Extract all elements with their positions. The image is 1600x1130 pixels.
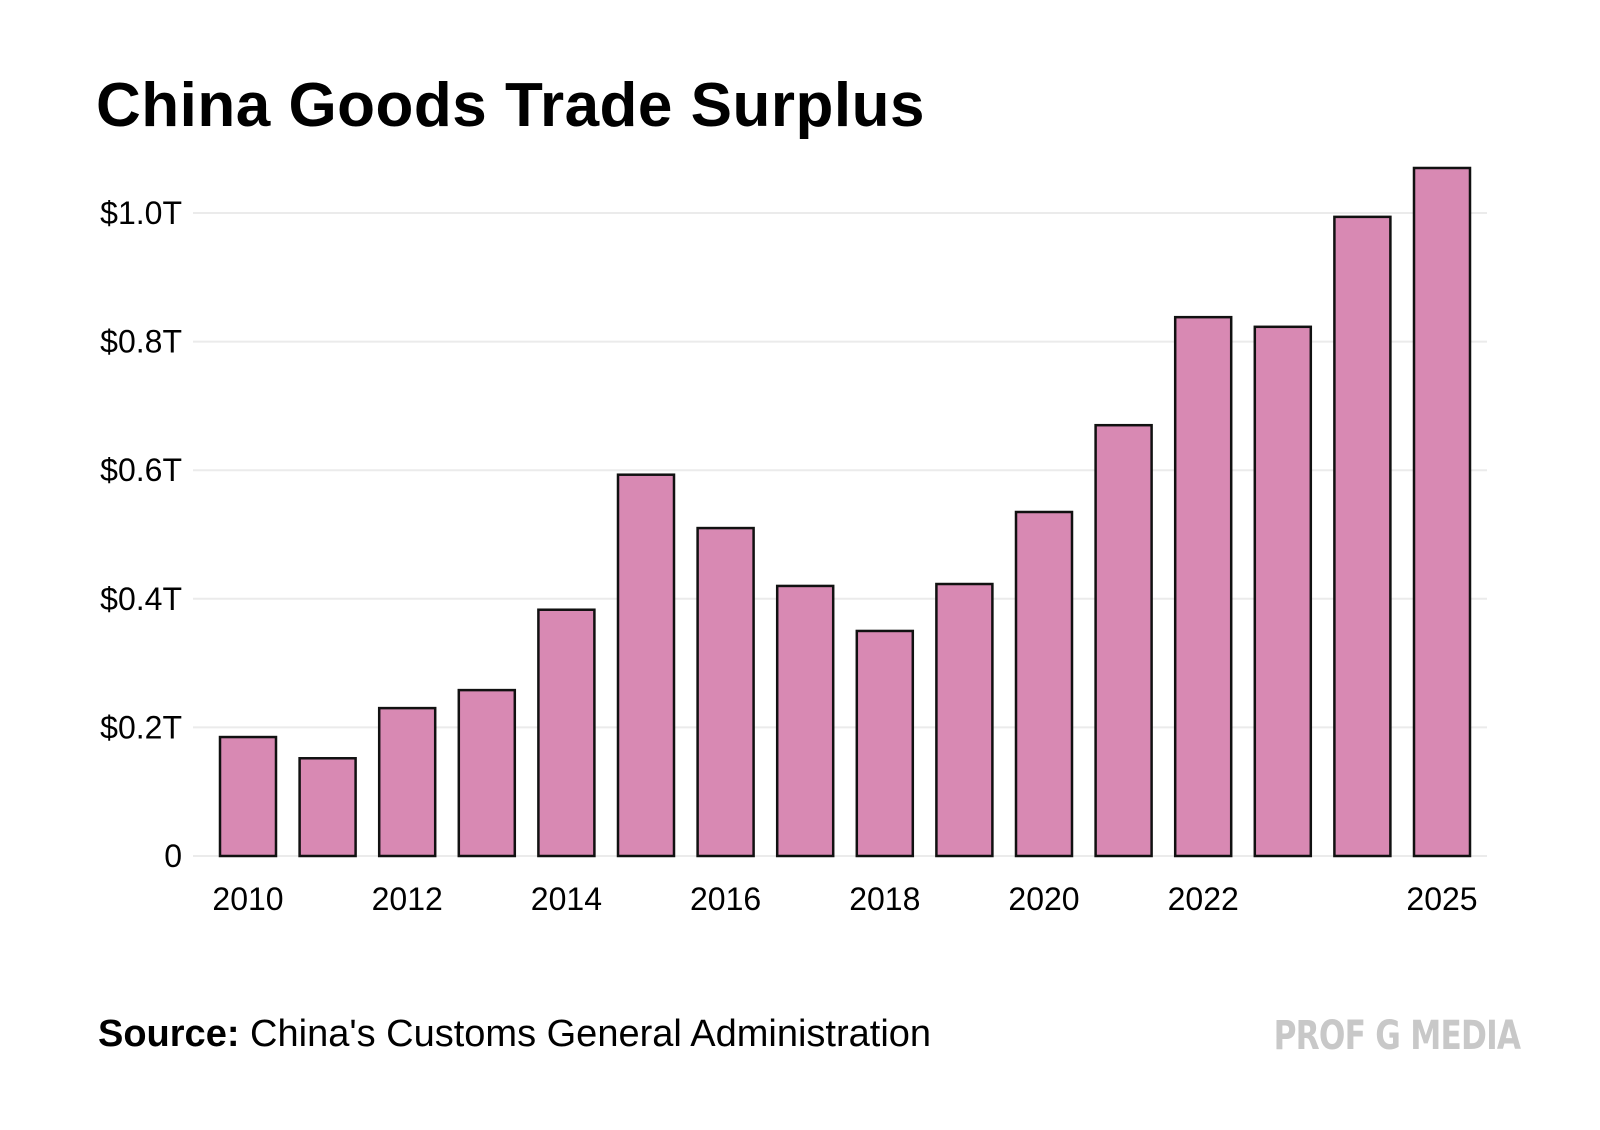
brand-logo: PROF G MEDIA — [1273, 1013, 1521, 1059]
bar-2010 — [218, 735, 278, 858]
x-tick-label: 2022 — [1168, 881, 1239, 917]
x-tick-label: 2025 — [1406, 881, 1477, 917]
y-tick-label: 0 — [164, 838, 182, 874]
source-text: China's Customs General Administration — [250, 1013, 932, 1055]
chart-title: China Goods Trade Surplus — [96, 71, 925, 140]
bar-2023 — [1253, 325, 1313, 858]
bar-2021 — [1094, 423, 1153, 858]
bar-2024 — [1333, 215, 1392, 858]
x-tick-label: 2016 — [690, 881, 761, 917]
bar-2025 — [1412, 166, 1472, 858]
bar-2013 — [457, 688, 517, 858]
bar-2020 — [1014, 510, 1074, 858]
y-tick-label: $0.6T — [100, 452, 182, 488]
source-note: Source: China's Customs General Administ… — [98, 1013, 932, 1056]
x-tick-label: 2018 — [849, 881, 920, 917]
bar-2017 — [775, 584, 835, 858]
y-tick-label: $0.2T — [100, 709, 182, 745]
bar-2014 — [537, 608, 596, 858]
y-tick-label: $1.0T — [100, 195, 182, 231]
bar-2022 — [1173, 315, 1233, 858]
source-label: Source: — [98, 1013, 240, 1055]
x-tick-label: 2014 — [531, 881, 602, 917]
bar-2012 — [377, 706, 437, 858]
y-tick-label: $0.8T — [100, 324, 182, 360]
x-tick-label: 2012 — [372, 881, 443, 917]
bar-2011 — [298, 757, 357, 858]
x-tick-label: 2020 — [1008, 881, 1079, 917]
y-tick-label: $0.4T — [100, 581, 182, 617]
bar-2018 — [855, 629, 915, 858]
x-tick-label: 2010 — [212, 881, 283, 917]
bar-2016 — [696, 526, 755, 858]
bar-2019 — [935, 582, 994, 858]
bar-2015 — [616, 473, 676, 858]
